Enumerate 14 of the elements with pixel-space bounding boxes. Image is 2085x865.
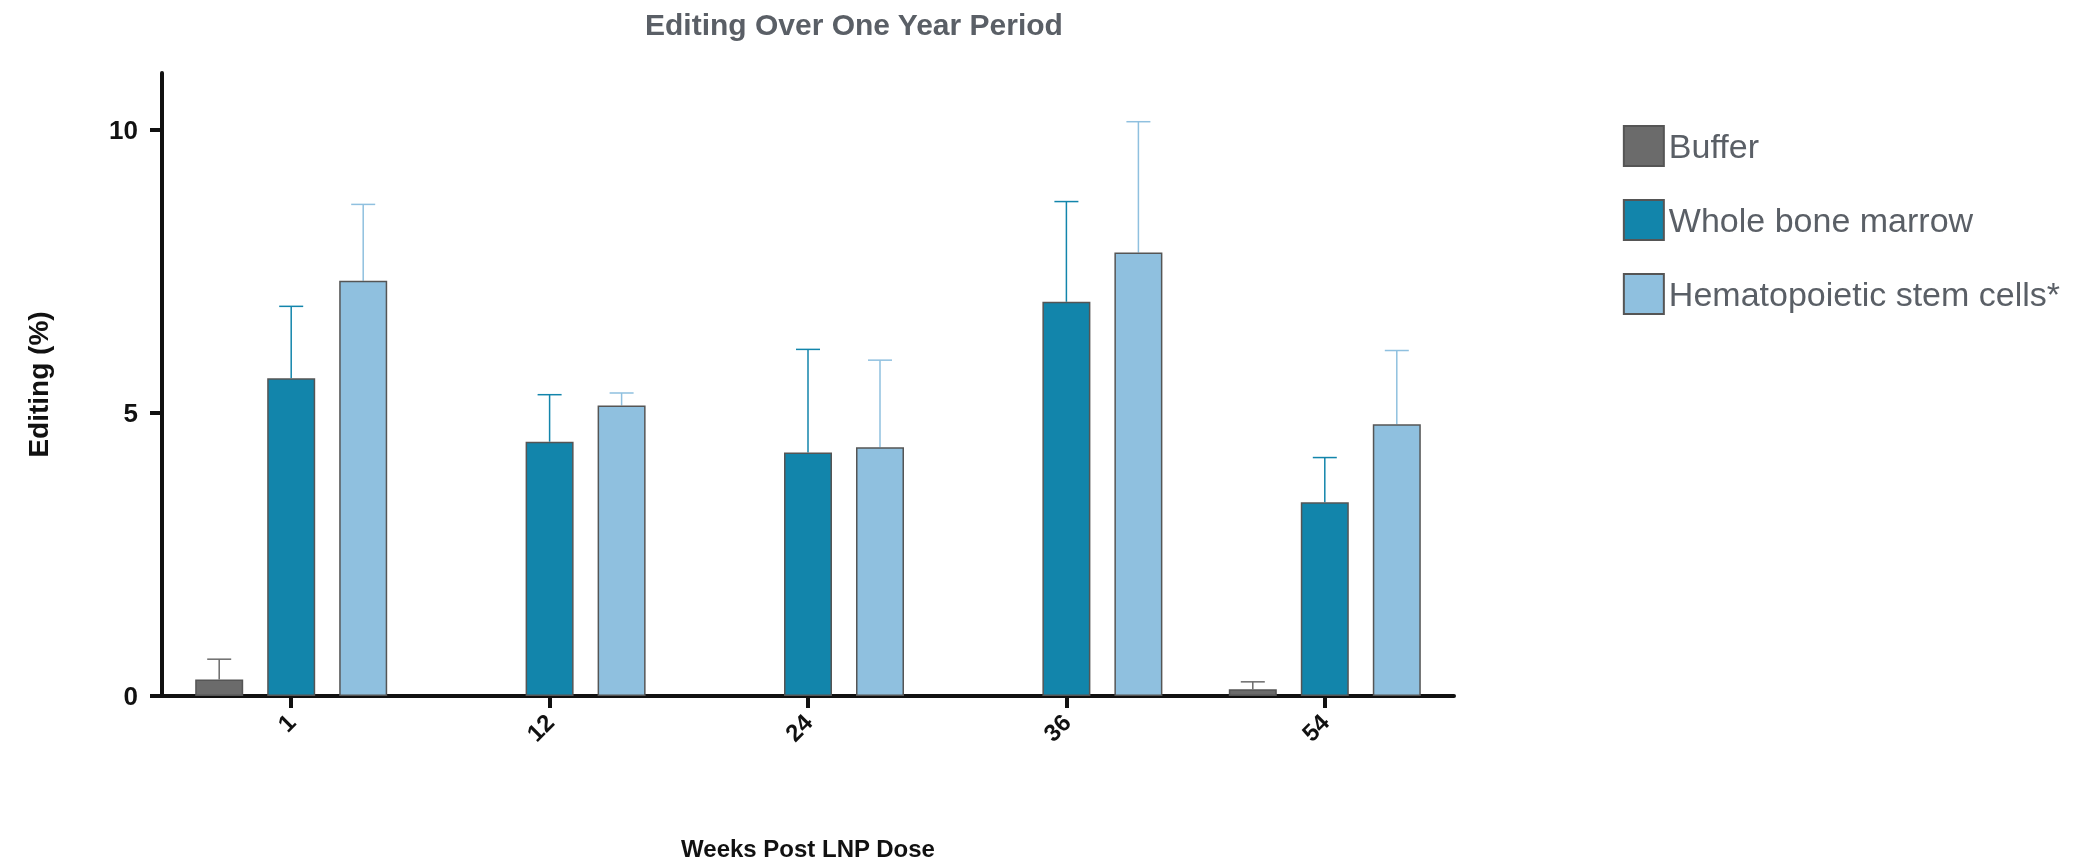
y-tick-label: 5 xyxy=(123,397,138,428)
y-axis-title: Editing (%) xyxy=(22,311,54,458)
x-tick-label: 12 xyxy=(521,708,560,747)
legend-label: Buffer xyxy=(1668,127,1759,165)
x-tick-label: 36 xyxy=(1037,708,1076,747)
x-tick-label: 24 xyxy=(779,707,819,747)
chart-title: Editing Over One Year Period xyxy=(645,7,1063,41)
y-tick-label: 0 xyxy=(123,681,138,711)
x-tick-label: 1 xyxy=(272,708,301,737)
legend-label: Whole bone marrow xyxy=(1668,201,1974,239)
x-tick-label: 54 xyxy=(1296,707,1335,747)
y-tick-label: 10 xyxy=(109,114,138,145)
x-axis-title: Weeks Post LNP Dose xyxy=(681,834,935,862)
legend-label: Hematopoietic stem cells* xyxy=(1668,275,2061,313)
